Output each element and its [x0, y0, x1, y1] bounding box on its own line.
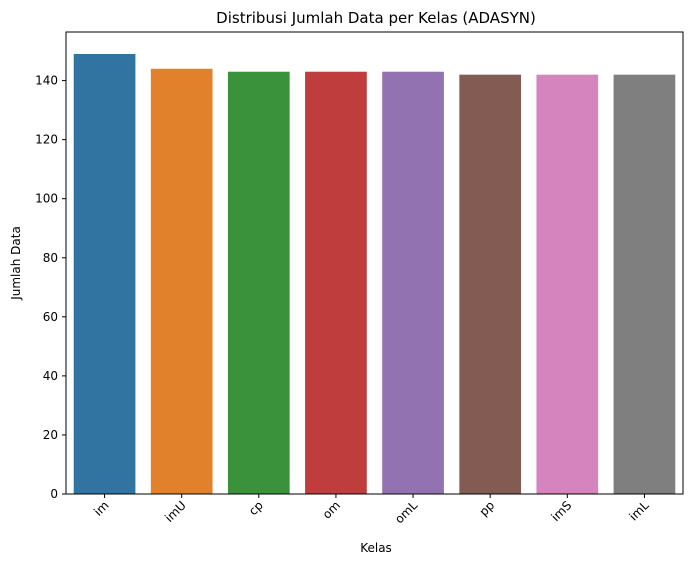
- y-tick-label: 60: [43, 310, 58, 324]
- x-tick-label-imS: imS: [549, 498, 575, 524]
- y-tick-label: 0: [50, 487, 58, 501]
- x-tick-label-omL: omL: [392, 498, 420, 526]
- y-tick-label: 20: [43, 428, 58, 442]
- y-tick-label: 140: [35, 74, 58, 88]
- chart-title: Distribusi Jumlah Data per Kelas (ADASYN…: [216, 9, 536, 27]
- bar-im: [73, 54, 136, 494]
- x-tick-label-cp: cp: [246, 498, 266, 518]
- x-tick-label-pp: pp: [477, 498, 498, 519]
- y-tick-label: 120: [35, 133, 58, 147]
- y-tick-label: 40: [43, 369, 58, 383]
- bars-group: [73, 54, 676, 495]
- x-tick-label-imL: imL: [626, 498, 651, 523]
- y-tick-label: 80: [43, 251, 58, 265]
- x-axis-ticks: im imU cp om omL pp imS imL: [91, 494, 652, 526]
- x-axis-label: Kelas: [360, 541, 392, 555]
- x-tick-label-imU: imU: [162, 498, 189, 525]
- x-tick-label-im: im: [91, 498, 112, 519]
- bar-imL: [613, 74, 676, 495]
- bar-pp: [459, 74, 522, 495]
- bar-imS: [536, 74, 599, 495]
- bar-omL: [382, 71, 444, 494]
- y-tick-label: 100: [35, 192, 58, 206]
- bar-imU: [150, 68, 213, 495]
- y-axis-ticks: 0 20 40 60 80 100 120 140: [35, 74, 66, 501]
- y-axis-label: Jumlah Data: [9, 226, 23, 301]
- bar-cp: [227, 71, 290, 494]
- plot-frame: [65, 31, 684, 495]
- x-tick-label-om: om: [320, 498, 343, 521]
- bar-om: [305, 71, 367, 494]
